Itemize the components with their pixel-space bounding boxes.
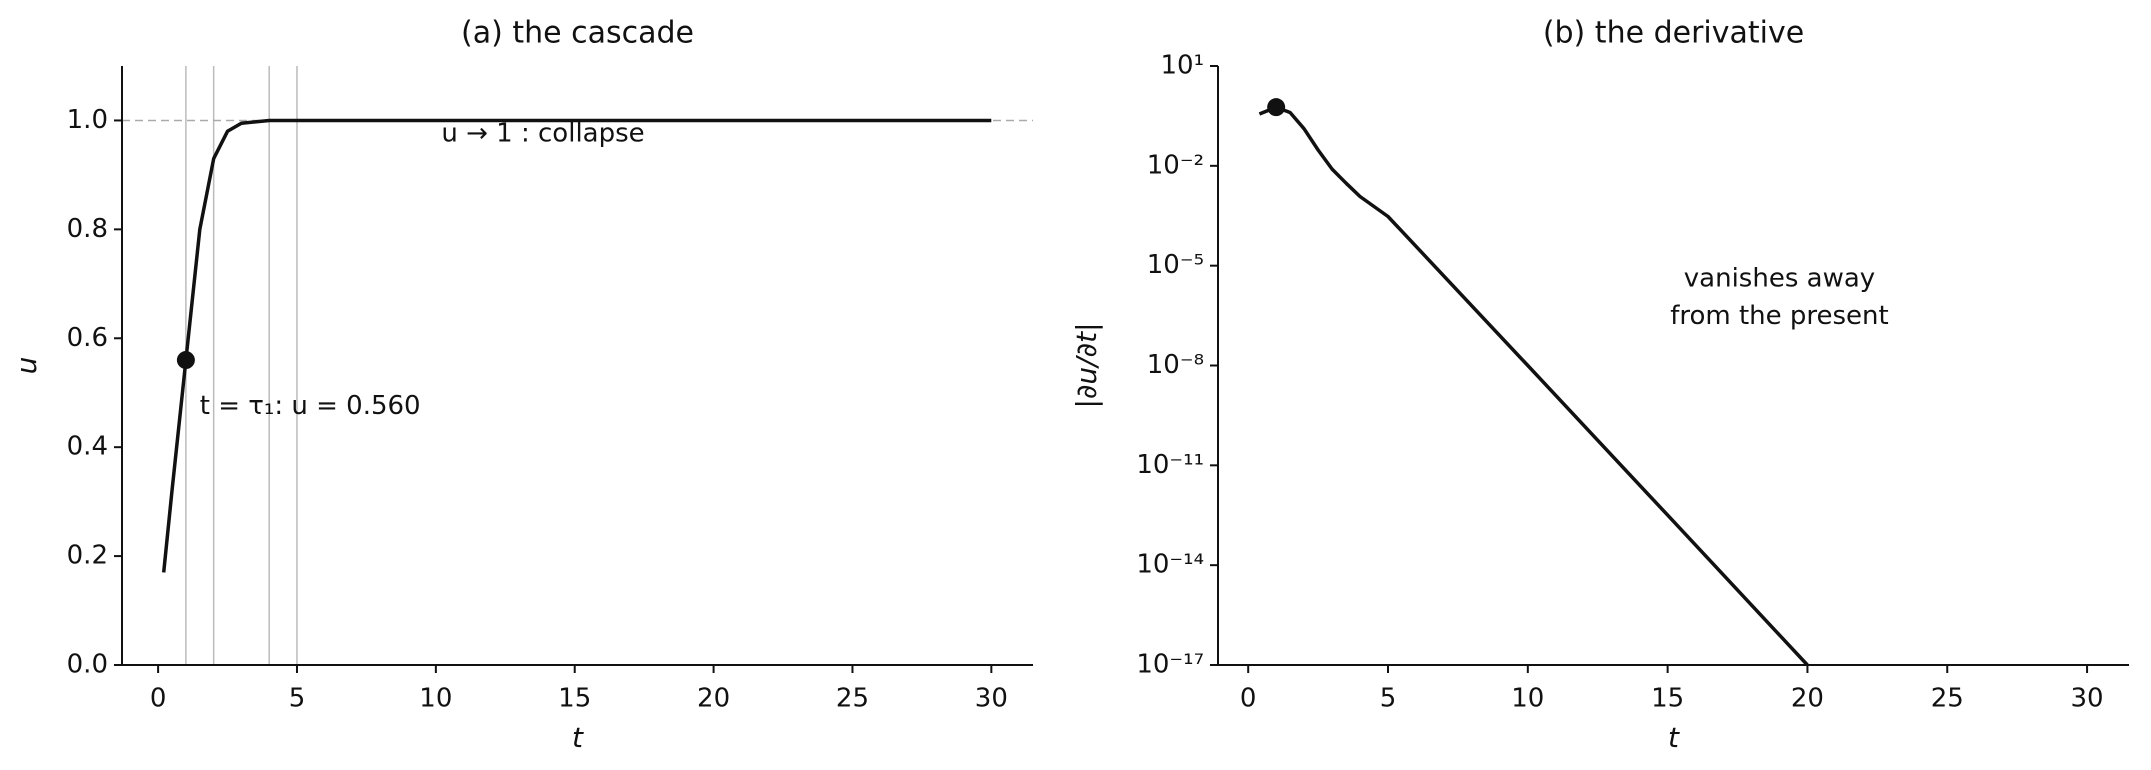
y-tick-label: 1.0 — [67, 105, 108, 135]
x-tick-label: 20 — [1791, 684, 1824, 714]
y-tick-label: 10¹ — [1160, 51, 1204, 81]
marker-point — [176, 351, 195, 370]
x-tick-label: 15 — [1651, 684, 1684, 714]
y-tick-label: 0.2 — [67, 541, 108, 571]
y-axis-label: |∂u/∂t| — [1070, 323, 1103, 409]
x-tick-label: 20 — [697, 684, 730, 714]
data-line — [1258, 105, 1809, 667]
annotation: from the present — [1670, 301, 1889, 331]
x-tick-label: 10 — [1511, 684, 1544, 714]
y-tick-label: 0.4 — [67, 432, 108, 462]
annotation: u → 1 : collapse — [441, 119, 644, 149]
x-axis-label: t — [1668, 721, 1680, 754]
x-tick-label: 0 — [150, 684, 167, 714]
chart-title: (b) the derivative — [1543, 16, 1804, 51]
x-tick-label: 0 — [1240, 684, 1257, 714]
annotation: t = τ₁: u = 0.560 — [200, 391, 421, 421]
x-tick-label: 5 — [1380, 684, 1397, 714]
y-tick-label: 10⁻⁸ — [1147, 350, 1204, 380]
chart-title: (a) the cascade — [461, 16, 694, 51]
y-tick-label: 10⁻¹⁷ — [1136, 650, 1204, 680]
x-tick-label: 5 — [289, 684, 306, 714]
x-tick-label: 10 — [419, 684, 452, 714]
data-line — [161, 118, 992, 573]
x-axis-label: t — [572, 721, 584, 754]
x-tick-label: 30 — [2071, 684, 2104, 714]
x-tick-label: 25 — [836, 684, 869, 714]
y-tick-label: 0.6 — [67, 323, 108, 353]
annotation: vanishes away — [1684, 263, 1875, 293]
y-tick-label: 10⁻² — [1147, 150, 1204, 180]
y-tick-label: 10⁻¹¹ — [1136, 450, 1204, 480]
y-tick-label: 10⁻⁵ — [1147, 250, 1204, 280]
x-tick-label: 25 — [1931, 684, 1964, 714]
x-tick-label: 30 — [975, 684, 1008, 714]
y-axis-label: u — [10, 357, 43, 375]
y-tick-label: 0.8 — [67, 214, 108, 244]
x-tick-label: 15 — [558, 684, 591, 714]
marker-point — [1267, 98, 1286, 117]
y-tick-label: 10⁻¹⁴ — [1136, 550, 1204, 580]
y-tick-label: 0.0 — [67, 650, 108, 680]
